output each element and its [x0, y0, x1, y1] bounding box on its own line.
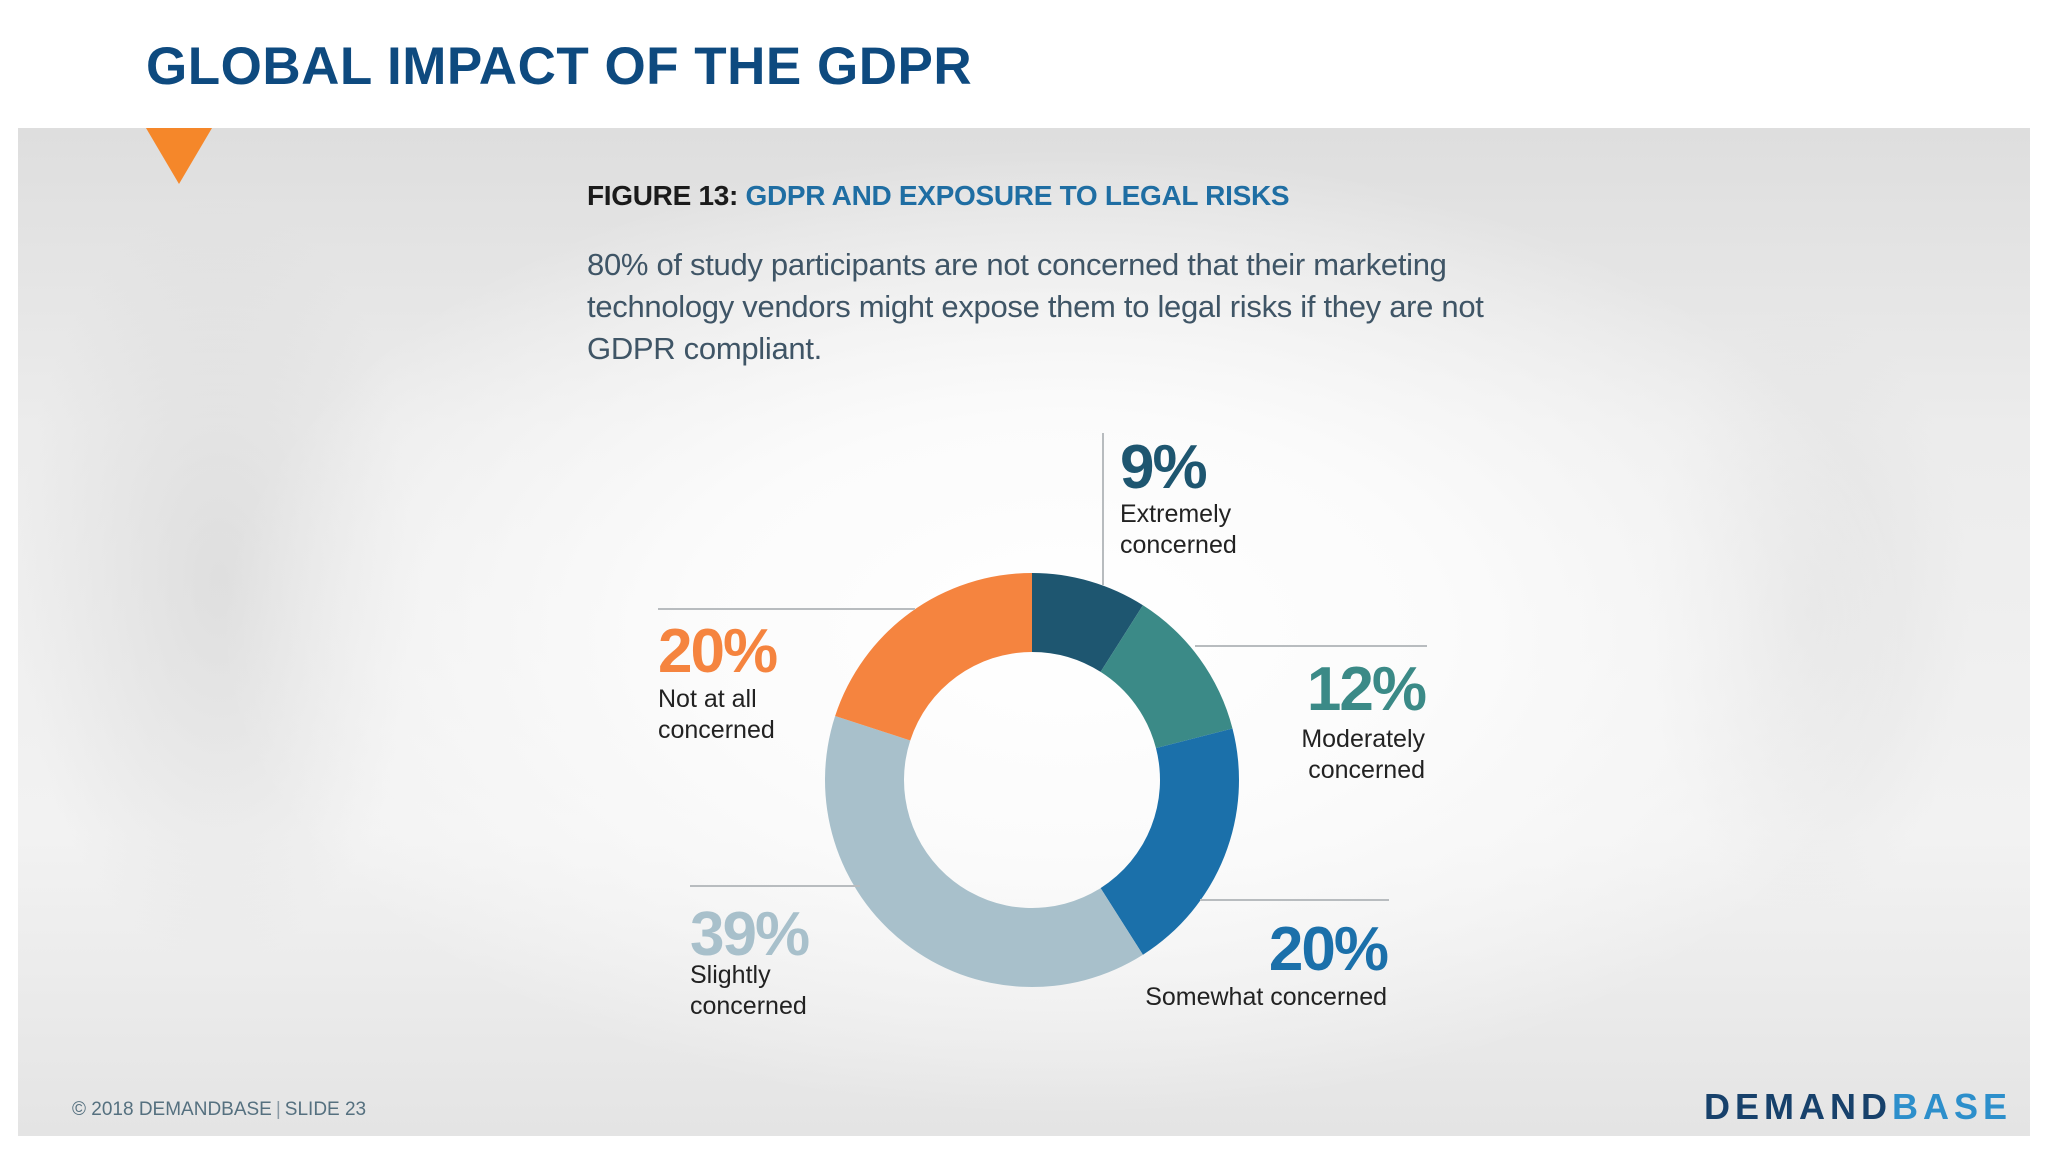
slice-label-2-0: Somewhat concerned: [1145, 983, 1387, 1011]
figure-description: 80% of study participants are not concer…: [587, 247, 1484, 366]
figure-title: GDPR AND EXPOSURE TO LEGAL RISKS: [745, 180, 1290, 211]
accent-triangle-icon: [146, 128, 212, 184]
footer-copyright: © 2018 DEMANDBASE: [72, 1099, 272, 1120]
donut-slice-3: [825, 716, 1143, 987]
donut-slice-4: [835, 573, 1032, 741]
footer-slide-number: SLIDE 23: [284, 1099, 367, 1120]
pct-label-0: 9%: [1120, 433, 1206, 502]
figure-heading: FIGURE 13: GDPR AND EXPOSURE TO LEGAL RI…: [587, 180, 1290, 212]
footer-divider: |: [275, 1099, 281, 1120]
brand-logo-demand: DEMAND: [1703, 1086, 1892, 1127]
donut-slice-1: [1100, 605, 1233, 749]
slice-label-3-1: concerned: [690, 992, 807, 1020]
brand-logo-base: BASE: [1891, 1086, 2012, 1127]
slice-label-4-0: Not at all: [658, 685, 757, 713]
donut-slice-0: [1032, 573, 1143, 672]
slice-label-0-1: concerned: [1120, 531, 1237, 559]
slide-title: GLOBAL IMPACT OF THE GDPR: [146, 37, 973, 96]
slice-label-0-0: Extremely: [1120, 500, 1232, 528]
pct-label-1: 12%: [1307, 655, 1426, 724]
footer: © 2018 DEMANDBASE | SLIDE 23: [72, 1099, 366, 1121]
slice-label-3-0: Slightly: [690, 961, 771, 989]
slice-label-1-0: Moderately: [1301, 725, 1425, 753]
pct-label-4: 20%: [658, 617, 777, 686]
brand-logo: DEMANDBASE: [1704, 1086, 2012, 1128]
slice-label-4-1: concerned: [658, 716, 775, 744]
donut-slice-2: [1100, 728, 1239, 955]
pct-label-2: 20%: [1269, 915, 1388, 984]
pct-label-3: 39%: [690, 900, 809, 969]
slice-label-1-1: concerned: [1308, 756, 1425, 784]
figure-number: FIGURE 13:: [587, 180, 739, 211]
